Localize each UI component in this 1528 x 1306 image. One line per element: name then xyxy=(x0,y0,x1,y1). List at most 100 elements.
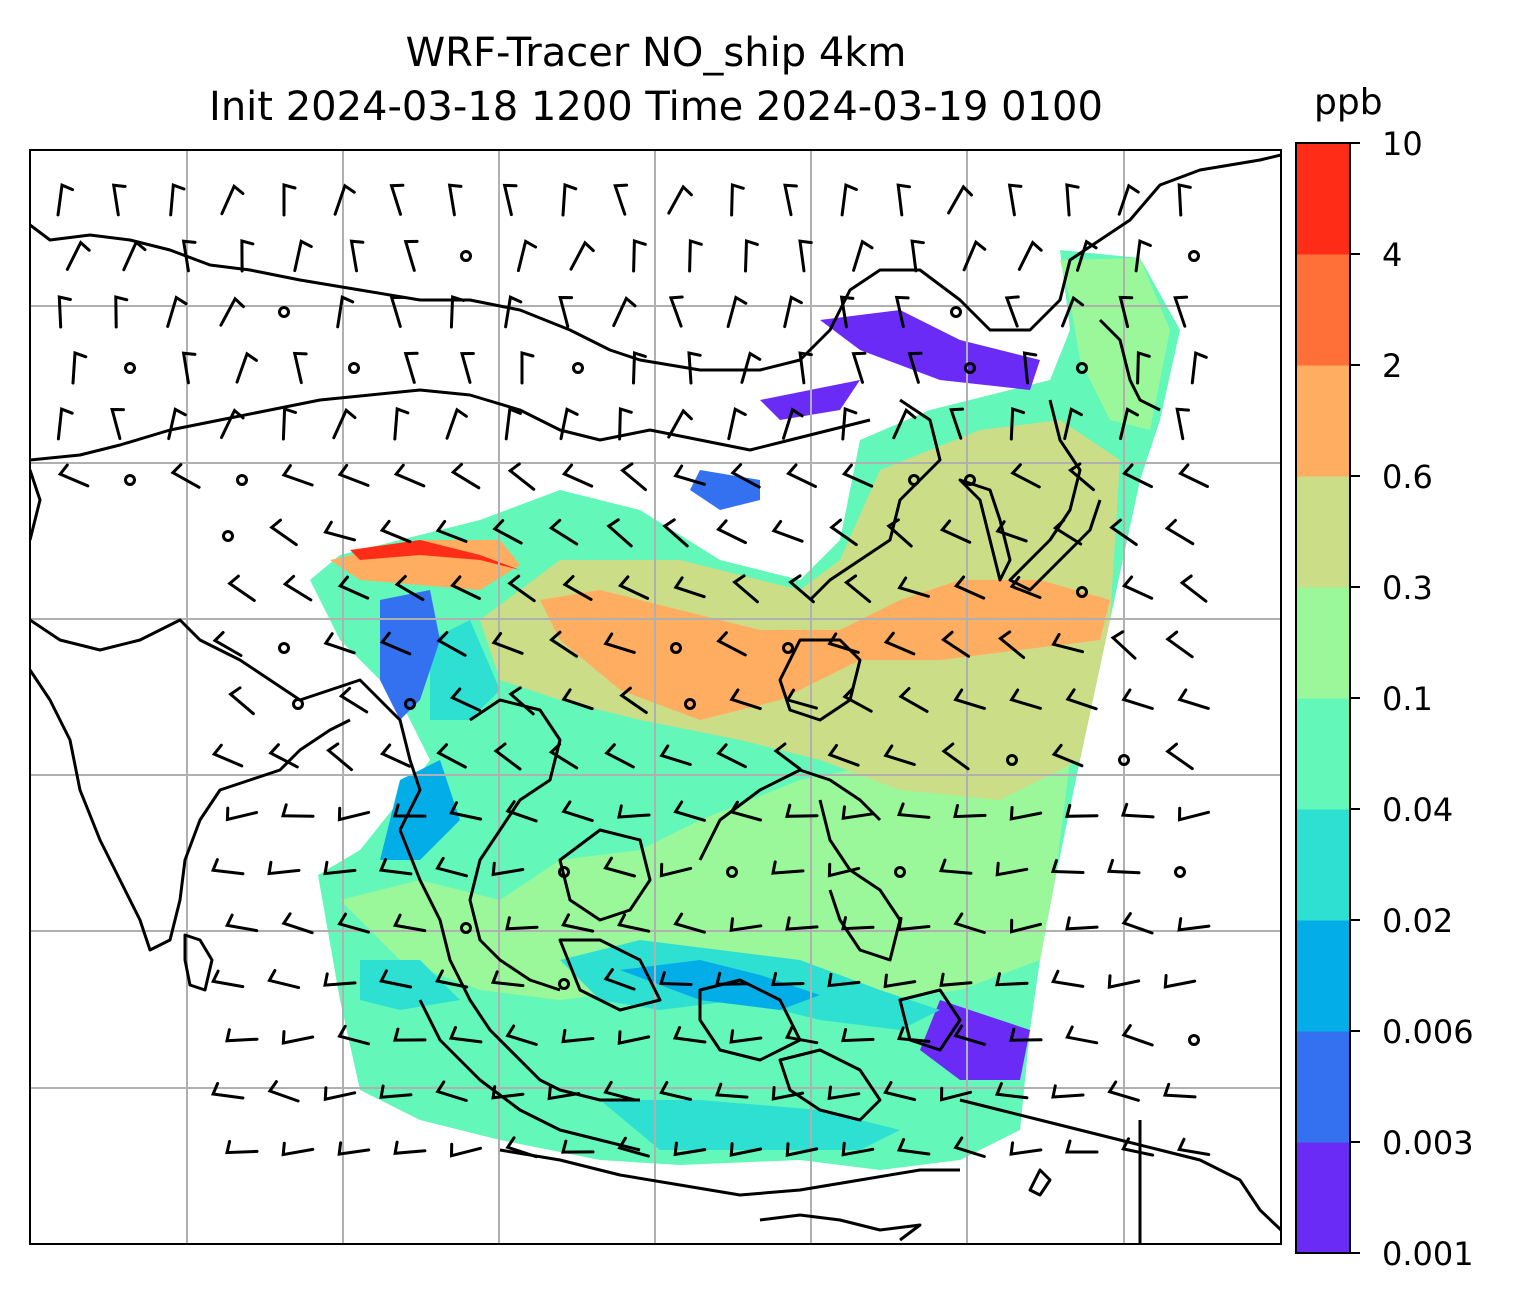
wind-barb xyxy=(632,350,647,385)
wind-barb xyxy=(502,183,518,217)
wind-barb xyxy=(667,408,693,439)
wind-barb xyxy=(449,801,483,821)
wind-barb xyxy=(326,742,353,772)
wind-barb xyxy=(267,969,301,990)
wind-barb xyxy=(561,688,594,711)
wind-barb xyxy=(323,1086,357,1102)
wind-barb xyxy=(504,406,522,441)
wind-barb xyxy=(688,238,703,273)
colorbar-segment xyxy=(1296,587,1350,699)
wind-barb xyxy=(210,969,245,989)
wind-barb xyxy=(606,518,633,548)
wind-barb xyxy=(111,183,127,217)
wind-barb xyxy=(883,1081,917,1102)
wind-barb xyxy=(771,1086,805,1101)
wind-barb xyxy=(729,1142,763,1157)
wind-barb xyxy=(1173,295,1189,328)
wind-barb xyxy=(785,916,819,931)
wind-barb xyxy=(436,631,467,657)
wind-barb xyxy=(994,1082,1029,1100)
calm-wind-marker xyxy=(1188,1034,1200,1046)
wind-barb xyxy=(1051,743,1084,768)
wind-barb xyxy=(617,804,651,819)
wind-barb xyxy=(332,407,357,440)
colorbar-tick-label: 0.001 xyxy=(1382,1235,1474,1273)
wind-barb xyxy=(450,462,481,490)
wind-barb xyxy=(659,862,693,878)
wind-barb xyxy=(953,1136,986,1158)
wind-barb xyxy=(1009,575,1042,599)
map-frame xyxy=(29,149,1282,1245)
wind-barb xyxy=(941,742,970,771)
wind-barb xyxy=(562,575,593,601)
wind-barb xyxy=(673,912,706,934)
wind-barb xyxy=(1065,1139,1099,1154)
wind-barb xyxy=(110,407,125,440)
calm-wind-marker xyxy=(782,642,794,654)
wind-barb xyxy=(269,518,298,547)
wind-barb xyxy=(561,1028,595,1044)
colorbar-segment xyxy=(1296,254,1350,366)
wind-barb xyxy=(338,686,369,714)
wind-barb xyxy=(393,463,426,488)
calm-wind-marker xyxy=(460,922,472,934)
wind-barb xyxy=(1063,407,1083,441)
wind-barb xyxy=(323,860,357,876)
calm-wind-marker xyxy=(1006,754,1018,766)
wind-barb xyxy=(56,182,74,217)
wind-barb xyxy=(883,973,917,989)
wind-barb xyxy=(617,1030,651,1045)
wind-barb xyxy=(618,406,633,441)
wind-barb xyxy=(673,576,706,599)
wind-barb xyxy=(449,1142,482,1158)
wind-barb xyxy=(840,182,858,217)
colorbar-segment xyxy=(1296,476,1350,588)
wind-barb xyxy=(561,1139,595,1154)
wind-barb xyxy=(337,1024,370,1046)
wind-barb xyxy=(839,295,855,329)
wind-barb xyxy=(1179,574,1208,603)
wind-barb xyxy=(337,912,370,934)
calm-wind-marker xyxy=(1188,250,1200,262)
wind-barb xyxy=(181,239,197,273)
wind-barb xyxy=(267,1080,300,1103)
wind-barb xyxy=(281,912,314,935)
wind-barb xyxy=(729,688,762,711)
wind-barb xyxy=(785,1025,819,1045)
wind-barb xyxy=(516,239,538,273)
wind-barb xyxy=(673,800,706,822)
colorbar-tick-label: 0.04 xyxy=(1382,791,1454,829)
wind-barb xyxy=(827,1085,861,1101)
wind-barb xyxy=(1017,240,1043,271)
wind-barb xyxy=(604,743,635,769)
wind-barb xyxy=(827,862,861,878)
wind-barb xyxy=(520,351,535,385)
calm-wind-marker xyxy=(670,642,682,654)
wind-barb xyxy=(225,1140,259,1155)
wind-barb xyxy=(843,574,872,603)
wind-barb xyxy=(897,576,930,598)
wind-barb xyxy=(662,518,689,548)
wind-barb xyxy=(1009,688,1042,710)
wind-barb xyxy=(841,406,858,441)
wind-barb xyxy=(122,239,147,272)
colorbar-tick-label: 10 xyxy=(1382,125,1423,163)
wind-barb xyxy=(1134,238,1152,273)
wind-barb xyxy=(658,971,693,986)
wind-barb xyxy=(729,917,763,932)
wind-barb xyxy=(632,238,647,273)
wind-barb xyxy=(1010,463,1041,489)
wind-barb xyxy=(1051,632,1084,654)
wind-barb xyxy=(167,407,187,441)
wind-barb xyxy=(798,239,813,273)
colorbar-segment xyxy=(1296,920,1350,1032)
wind-barb xyxy=(953,688,986,710)
wind-barb xyxy=(883,744,916,766)
wind-barb xyxy=(730,463,761,489)
calm-wind-marker xyxy=(278,642,290,654)
colorbar-segment xyxy=(1296,809,1350,921)
wind-barb xyxy=(212,631,243,657)
colorbar-tick-label: 0.003 xyxy=(1382,1124,1474,1162)
wind-barb xyxy=(1051,969,1085,988)
wind-barb xyxy=(953,575,986,600)
